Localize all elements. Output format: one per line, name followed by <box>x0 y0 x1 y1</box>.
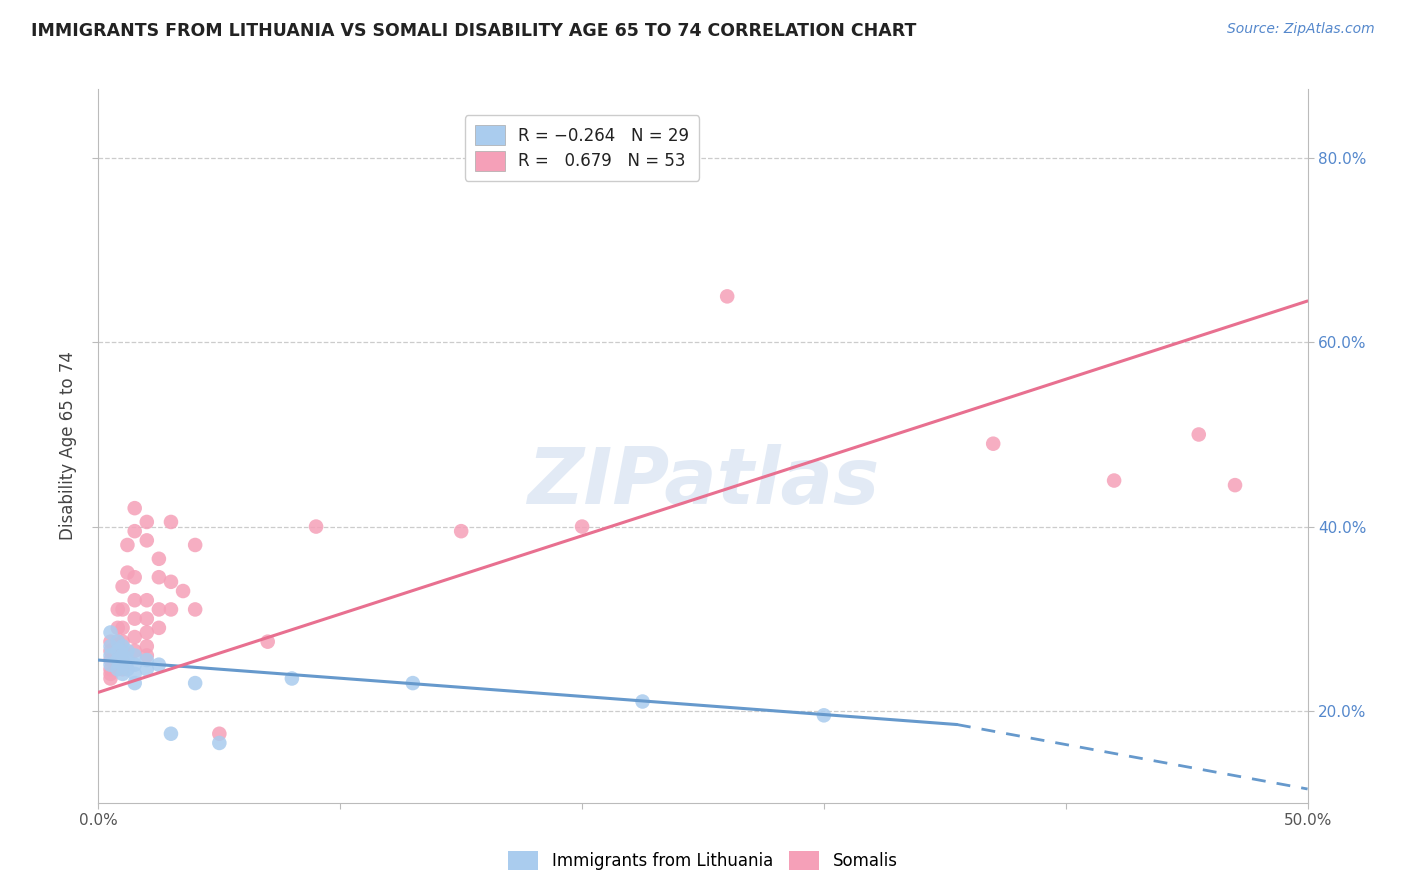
Point <box>100 666 122 681</box>
Point <box>100 672 122 686</box>
Point <box>100 657 122 672</box>
Point <box>117 538 139 552</box>
Point <box>117 644 139 658</box>
Text: ZIPatlas: ZIPatlas <box>527 443 879 520</box>
Point <box>184 538 207 552</box>
Point <box>107 648 129 663</box>
Point <box>124 666 146 681</box>
Point <box>111 648 134 663</box>
Point <box>148 602 170 616</box>
Point <box>111 657 134 672</box>
Point <box>402 676 425 690</box>
Point <box>107 634 129 648</box>
Point <box>124 593 146 607</box>
Point <box>1223 478 1246 492</box>
Point <box>124 676 146 690</box>
Point <box>124 630 146 644</box>
Text: IMMIGRANTS FROM LITHUANIA VS SOMALI DISABILITY AGE 65 TO 74 CORRELATION CHART: IMMIGRANTS FROM LITHUANIA VS SOMALI DISA… <box>31 22 917 40</box>
Point <box>100 648 122 663</box>
Point <box>100 625 122 640</box>
Point <box>305 519 328 533</box>
Point <box>100 634 122 648</box>
Point <box>208 727 231 741</box>
Point <box>124 657 146 672</box>
Point <box>107 621 129 635</box>
Point <box>981 436 1004 450</box>
Legend: R = −0.264   N = 29, R =   0.679   N = 53: R = −0.264 N = 29, R = 0.679 N = 53 <box>465 115 699 180</box>
Point <box>716 289 738 303</box>
Point <box>111 653 134 667</box>
Point <box>100 640 122 654</box>
Point <box>160 727 183 741</box>
Point <box>117 653 139 667</box>
Point <box>135 515 157 529</box>
Point <box>813 708 835 723</box>
Point <box>100 662 122 676</box>
Point <box>135 593 157 607</box>
Point <box>135 533 157 548</box>
Legend: Immigrants from Lithuania, Somalis: Immigrants from Lithuania, Somalis <box>502 844 904 877</box>
Point <box>124 612 146 626</box>
Point <box>631 694 654 708</box>
Point <box>117 662 139 676</box>
Point <box>450 524 472 538</box>
Point <box>571 519 593 533</box>
Point <box>124 524 146 538</box>
Point <box>100 653 122 667</box>
Point <box>148 551 170 566</box>
Point <box>208 736 231 750</box>
Point <box>107 634 129 648</box>
Point <box>124 570 146 584</box>
Point <box>135 662 157 676</box>
Point <box>111 621 134 635</box>
Point <box>148 570 170 584</box>
Point <box>117 566 139 580</box>
Point <box>111 666 134 681</box>
Text: Source: ZipAtlas.com: Source: ZipAtlas.com <box>1227 22 1375 37</box>
Point <box>135 625 157 640</box>
Point <box>111 634 134 648</box>
Point <box>111 662 134 676</box>
Point <box>124 501 146 516</box>
Point <box>256 634 278 648</box>
Point <box>124 648 146 663</box>
Point <box>111 579 134 593</box>
Point <box>160 574 183 589</box>
Point <box>111 640 134 654</box>
Point <box>107 602 129 616</box>
Point <box>160 515 183 529</box>
Point <box>107 644 129 658</box>
Point <box>135 640 157 654</box>
Point <box>111 644 134 658</box>
Point <box>281 672 304 686</box>
Point <box>111 602 134 616</box>
Point <box>135 612 157 626</box>
Point <box>160 602 183 616</box>
Point <box>148 621 170 635</box>
Point <box>124 644 146 658</box>
Point <box>184 676 207 690</box>
Point <box>1188 427 1211 442</box>
Point <box>135 653 157 667</box>
Point <box>1102 474 1125 488</box>
Point <box>172 584 194 599</box>
Point <box>107 662 129 676</box>
Point <box>148 657 170 672</box>
Point <box>135 648 157 663</box>
Point <box>100 644 122 658</box>
Point <box>107 653 129 667</box>
Y-axis label: Disability Age 65 to 74: Disability Age 65 to 74 <box>59 351 77 541</box>
Point <box>184 602 207 616</box>
